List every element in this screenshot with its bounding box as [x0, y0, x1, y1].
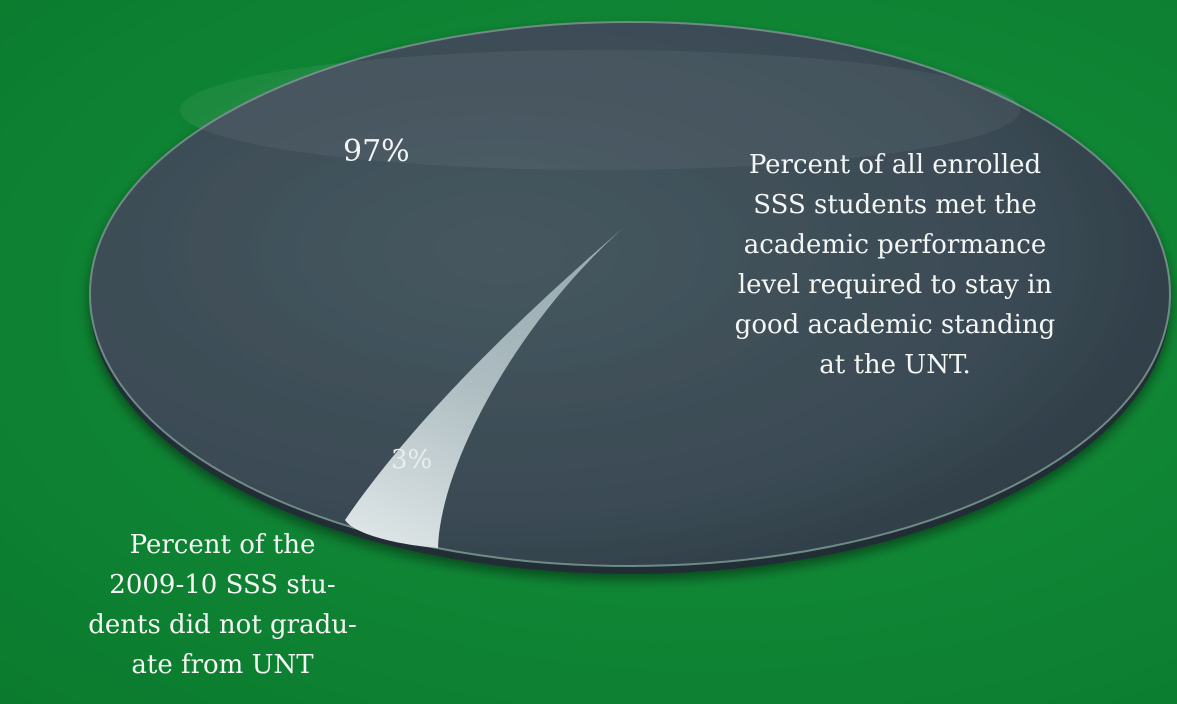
slice-3-annotation: Percent of the 2009-10 SSS stu- dents di…	[88, 530, 357, 680]
pie-slice-3	[345, 228, 623, 548]
slice-97-annotation: Percent of all enrolled SSS students met…	[734, 150, 1056, 380]
slice-3-label: 3%	[391, 445, 433, 475]
pie-highlight	[180, 50, 1020, 170]
slice-97-label: 97%	[343, 134, 410, 169]
